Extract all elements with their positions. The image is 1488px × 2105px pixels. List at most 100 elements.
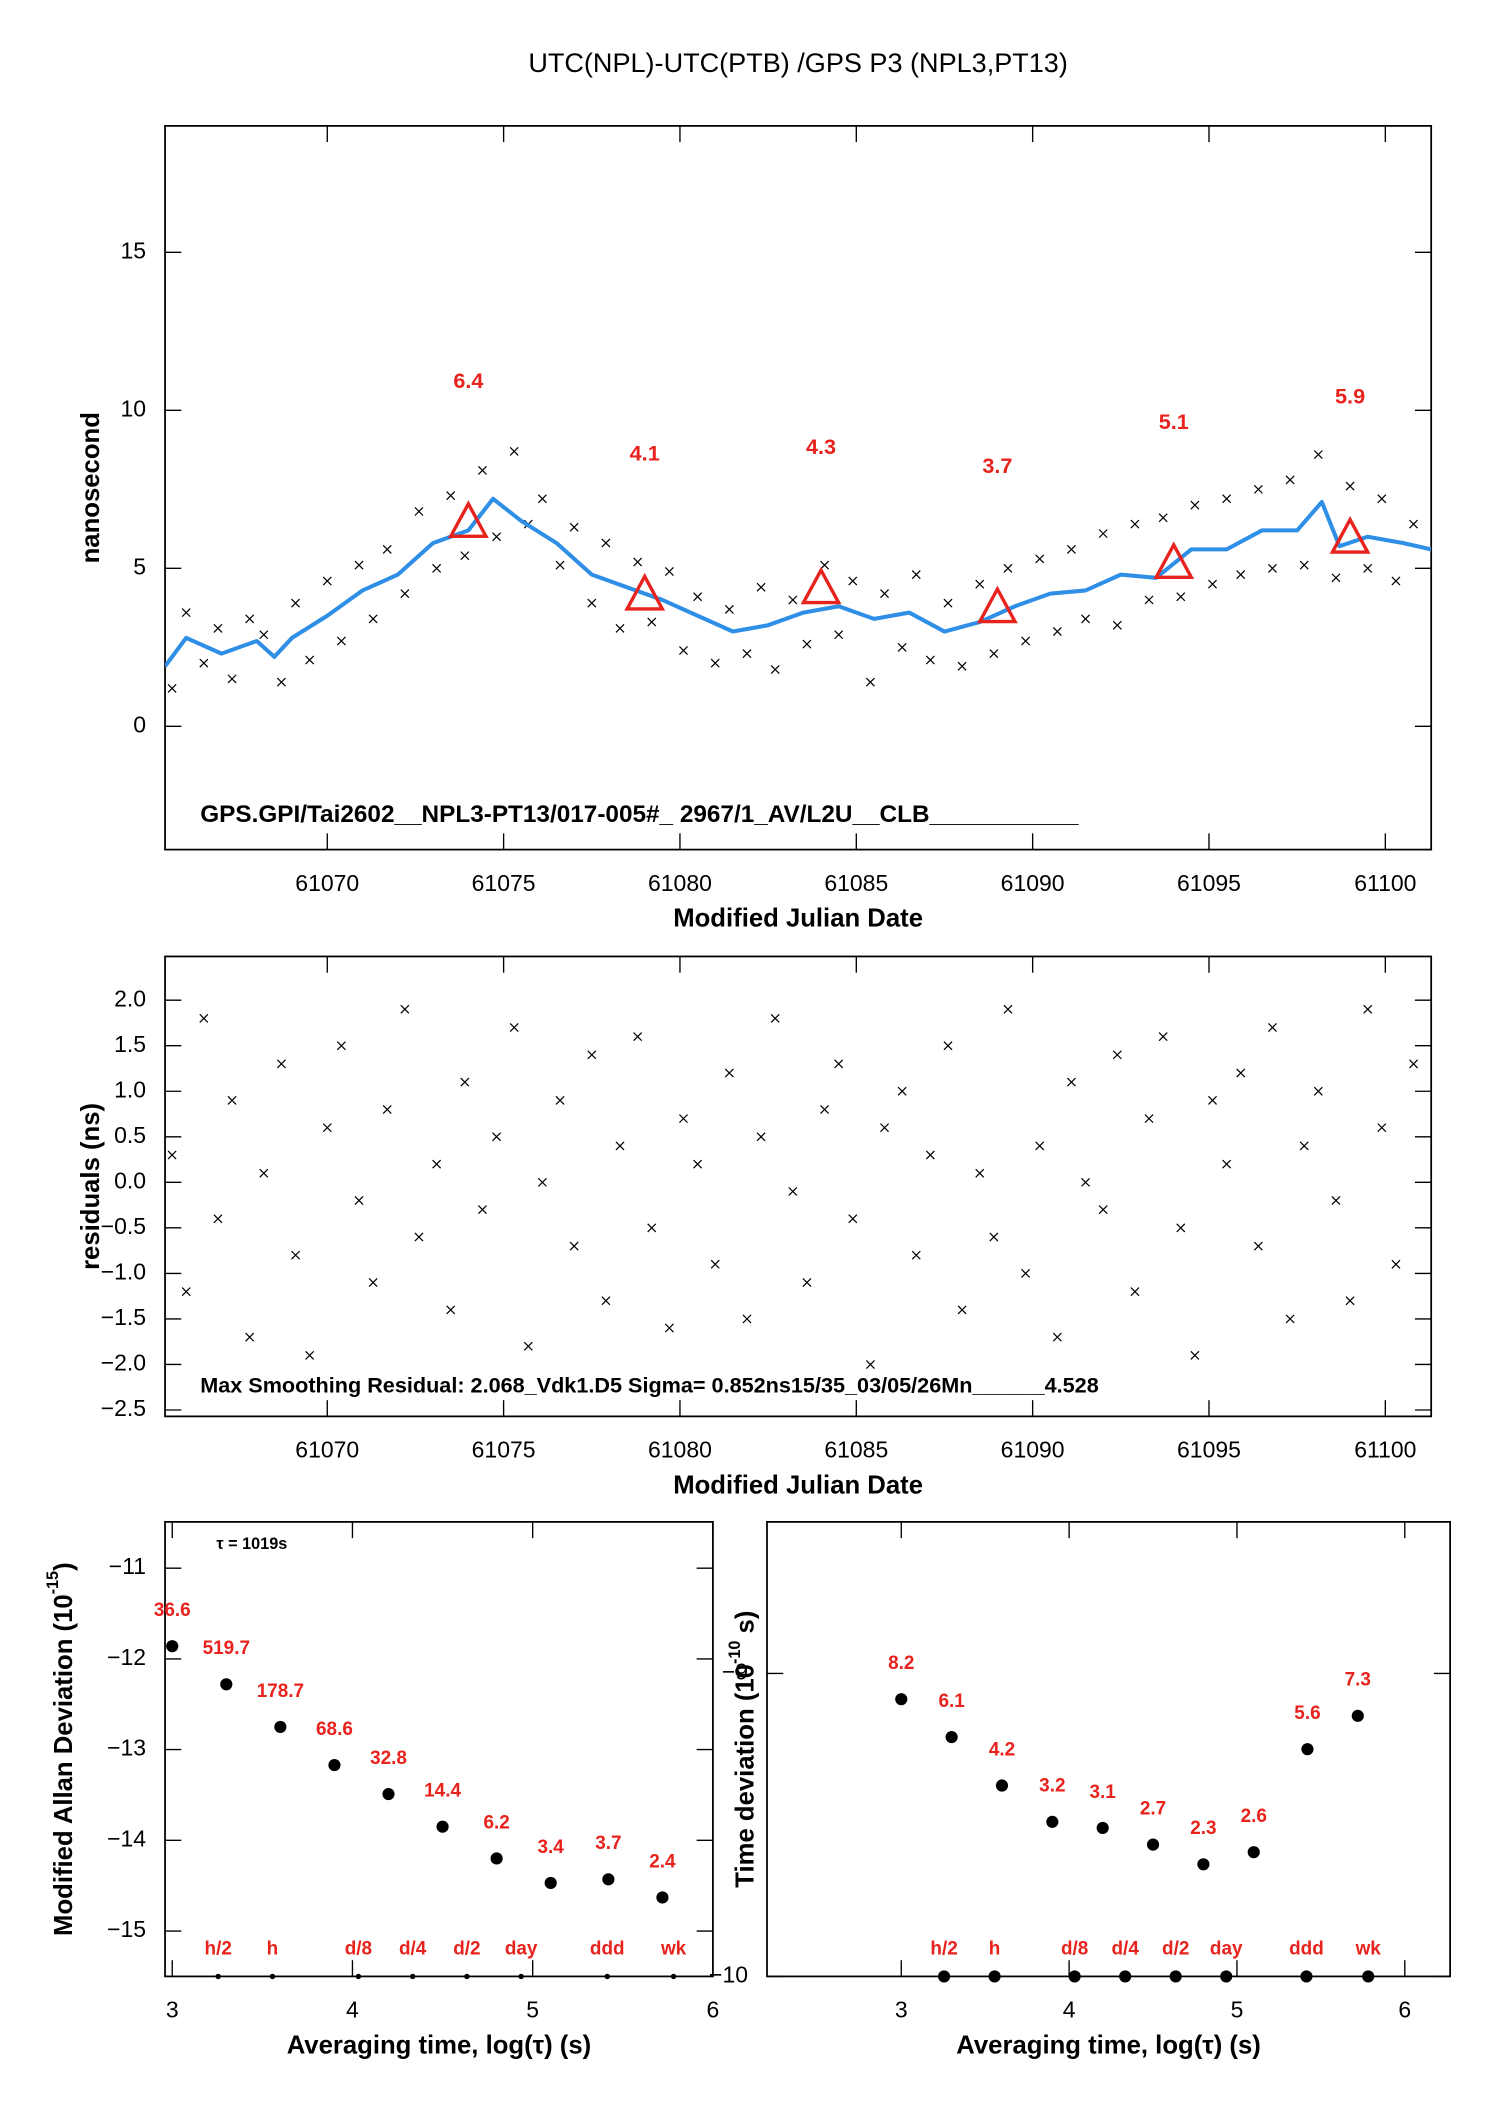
data-point	[509, 446, 519, 456]
x-tick-label: 61070	[295, 870, 359, 896]
y-tick-label: 10	[121, 395, 147, 421]
data-point	[259, 630, 269, 640]
data-point	[848, 1214, 858, 1224]
data-point	[1158, 513, 1168, 523]
data-point	[710, 1259, 720, 1269]
data-point	[788, 1186, 798, 1196]
data-point	[925, 655, 935, 665]
x-tick-label: 4	[1063, 1997, 1076, 2023]
data-point	[181, 608, 191, 618]
data-point	[414, 1232, 424, 1242]
time-marker	[1362, 1970, 1375, 1983]
x-tick-label: 61090	[1001, 870, 1065, 896]
data-point	[602, 1873, 615, 1886]
data-point	[414, 506, 424, 516]
y-tick-label: 15	[121, 237, 147, 263]
data-point	[925, 1150, 935, 1160]
data-point	[756, 582, 766, 592]
data-point	[400, 589, 410, 599]
y-tick-label: −15	[107, 1916, 146, 1942]
triangle-label: 4.1	[630, 440, 660, 465]
point-label: 3.4	[538, 1837, 565, 1858]
plot-frame	[164, 955, 1433, 1418]
data-point	[382, 544, 392, 554]
data-point	[802, 639, 812, 649]
y-tick-label: −12	[107, 1644, 146, 1670]
data-point	[1391, 1259, 1401, 1269]
data-point	[742, 649, 752, 659]
point-label: 178.7	[257, 1681, 304, 1702]
point-label: 3.1	[1090, 1782, 1116, 1803]
time-marker	[215, 1973, 221, 1980]
y-tick-label: 0.0	[114, 1167, 146, 1193]
data-point	[276, 1059, 286, 1069]
data-point	[756, 1132, 766, 1142]
time-marker-label: day	[505, 1938, 538, 1959]
triangle-marker	[1329, 516, 1371, 554]
data-point	[328, 1758, 341, 1772]
data-point	[305, 1350, 315, 1360]
time-marker-label: d/2	[453, 1938, 480, 1959]
data-point	[587, 598, 597, 608]
data-point	[1144, 595, 1154, 605]
point-label: 2.4	[649, 1851, 676, 1872]
triangle-label: 5.9	[1335, 384, 1365, 409]
x-tick-label: 5	[1231, 1997, 1244, 2023]
chart-title: UTC(NPL)-UTC(PTB) /GPS P3 (NPL3,PT13)	[528, 48, 1068, 78]
x-tick-label: 61075	[472, 870, 536, 896]
data-point	[647, 1223, 657, 1233]
data-point	[724, 1068, 734, 1078]
x-tick-label: 61080	[648, 1437, 712, 1463]
data-point	[1098, 529, 1108, 539]
data-point	[199, 658, 209, 668]
time-marker	[1220, 1970, 1233, 1983]
data-point	[820, 1104, 830, 1114]
x-tick-label: 3	[166, 1997, 179, 2023]
data-point	[943, 598, 953, 608]
data-point	[1112, 1050, 1122, 1060]
data-point	[724, 604, 734, 614]
time-marker-label: wk	[1355, 1938, 1382, 1959]
y-tick-label: −1.0	[101, 1258, 146, 1284]
data-point	[227, 674, 237, 684]
data-point	[291, 598, 301, 608]
data-point	[587, 1050, 597, 1060]
data-point	[1409, 1059, 1419, 1069]
data-point	[213, 1214, 223, 1224]
data-point	[865, 677, 875, 687]
point-label: 2.6	[1241, 1806, 1267, 1827]
data-point	[1158, 1032, 1168, 1042]
point-label: 6.2	[483, 1812, 509, 1833]
data-point	[1035, 554, 1045, 564]
time-marker	[355, 1973, 362, 1980]
x-axis-label: Averaging time, log(τ) (s)	[956, 2032, 1261, 2060]
data-point	[834, 630, 844, 640]
point-label: 8.2	[888, 1653, 914, 1674]
data-point	[1021, 636, 1031, 646]
data-point	[693, 1159, 703, 1169]
data-point	[957, 661, 967, 671]
time-marker-label: ddd	[590, 1938, 625, 1959]
time-marker	[604, 1973, 610, 1980]
data-point	[945, 1730, 958, 1744]
data-point	[382, 1104, 392, 1114]
data-point	[492, 532, 502, 542]
data-point	[523, 1341, 533, 1351]
point-label: 5.6	[1294, 1703, 1320, 1724]
data-point	[509, 1023, 519, 1032]
point-label: 3.7	[595, 1833, 621, 1854]
data-point	[336, 636, 346, 646]
time-marker	[518, 1973, 524, 1980]
plot-area	[167, 1004, 1419, 1369]
time-marker	[464, 1973, 470, 1980]
data-point	[400, 1004, 410, 1014]
point-label: 6.1	[938, 1691, 964, 1712]
data-point	[693, 592, 703, 602]
data-point	[1021, 1268, 1031, 1278]
plot-frame	[164, 125, 1433, 851]
point-label: 4.2	[989, 1739, 1015, 1760]
data-point	[897, 1086, 907, 1096]
data-point	[1003, 1004, 1013, 1014]
x-tick-label: 5	[526, 1997, 539, 2023]
